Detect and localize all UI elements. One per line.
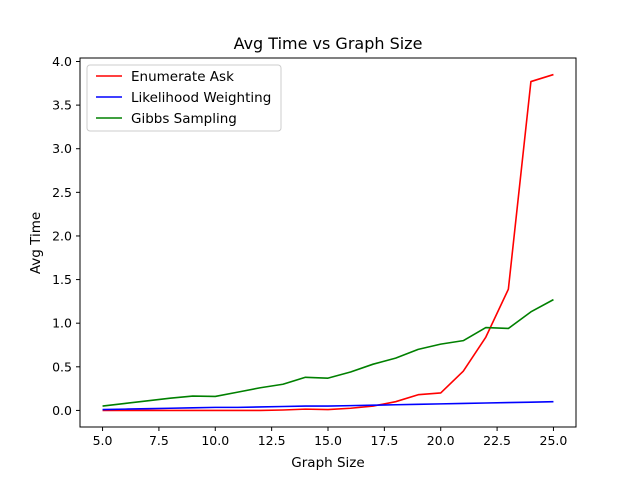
legend-label-likelihood-weighting: Likelihood Weighting — [131, 90, 271, 106]
x-tick-label: 5.0 — [93, 433, 113, 448]
legend-label-gibbs-sampling: Gibbs Sampling — [131, 111, 237, 127]
x-tick-label: 15.0 — [314, 433, 342, 448]
legend-label-enumerate-ask: Enumerate Ask — [131, 69, 234, 85]
gibbs-sampling-line — [102, 298, 554, 407]
chart-title: Avg Time vs Graph Size — [234, 34, 423, 53]
legend: Enumerate Ask Likelihood Weighting Gibbs S… — [86, 64, 282, 132]
y-tick-label: 1.0 — [52, 316, 72, 331]
enumerate-ask-line — [102, 73, 554, 412]
series-lines — [102, 73, 554, 412]
legend-box — [86, 64, 282, 132]
y-tick-label: 2.5 — [52, 185, 72, 200]
y-axis-ticks: 0.0 0.5 1.0 1.5 2.0 2.5 3.0 3.5 4.0 — [52, 54, 80, 418]
y-tick-label: 2.0 — [52, 228, 72, 243]
x-tick-label: 17.5 — [370, 433, 398, 448]
x-tick-label: 20.0 — [427, 433, 455, 448]
y-tick-label: 0.5 — [52, 359, 72, 374]
y-tick-label: 3.0 — [52, 141, 72, 156]
y-axis-label: Avg Time — [28, 212, 44, 274]
x-axis-label: Graph Size — [291, 455, 364, 471]
x-tick-label: 22.5 — [483, 433, 511, 448]
plot-frame — [79, 57, 577, 428]
likelihood-weighting-line — [102, 400, 554, 411]
x-tick-label: 7.5 — [149, 433, 169, 448]
y-tick-label: 3.5 — [52, 98, 72, 113]
x-tick-label: 12.5 — [258, 433, 286, 448]
x-tick-label: 10.0 — [201, 433, 229, 448]
y-tick-label: 1.5 — [52, 272, 72, 287]
y-tick-label: 0.0 — [52, 403, 72, 418]
y-tick-label: 4.0 — [52, 54, 72, 69]
x-axis-ticks: 5.0 7.5 10.0 12.5 15.0 17.5 20.0 22.5 25.0 — [93, 427, 568, 448]
x-tick-label: 25.0 — [540, 433, 568, 448]
